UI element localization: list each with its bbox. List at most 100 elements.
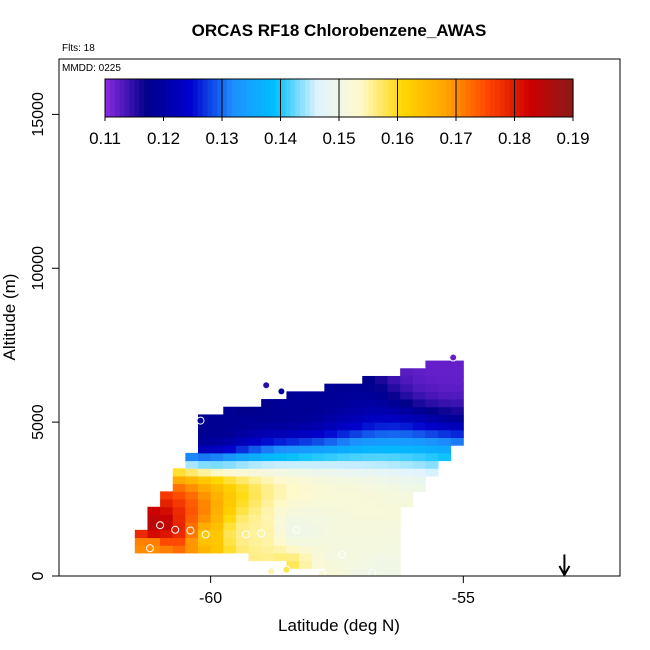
field-cell xyxy=(235,537,250,546)
field-cell xyxy=(425,445,439,454)
colorbar-segment xyxy=(178,79,184,117)
field-cell xyxy=(248,406,262,415)
field-cell xyxy=(362,552,376,562)
field-cell xyxy=(387,399,401,408)
field-cell xyxy=(197,468,212,477)
field-cell xyxy=(299,391,313,400)
field-cell xyxy=(235,452,250,462)
colorbar-segment xyxy=(499,79,506,117)
field-cell xyxy=(311,483,325,492)
field-cell xyxy=(336,483,351,492)
field-cell xyxy=(286,560,300,569)
field-cell xyxy=(412,452,426,462)
field-cell xyxy=(324,537,338,546)
field-cell xyxy=(311,506,325,515)
colorbar-segment xyxy=(456,79,462,117)
field-cell xyxy=(362,414,376,423)
field-cell xyxy=(197,429,212,439)
colorbar-segment xyxy=(407,79,413,117)
field-cell xyxy=(438,406,452,415)
field-cell xyxy=(299,537,313,546)
x-tick-label: -55 xyxy=(452,590,475,607)
field-cell xyxy=(374,383,389,392)
field-cell xyxy=(286,522,300,531)
field-cell xyxy=(324,383,338,392)
colorbar-segment xyxy=(251,79,257,117)
field-cell xyxy=(412,460,426,469)
colorbar-segment xyxy=(285,79,291,117)
field-cell xyxy=(362,422,376,431)
field-cell xyxy=(336,491,351,500)
field-cell xyxy=(223,475,237,485)
sample-markers xyxy=(146,353,458,578)
field-cell xyxy=(387,537,401,546)
field-cell xyxy=(273,460,287,469)
field-cell xyxy=(324,545,338,554)
field-cell xyxy=(425,429,439,439)
field-cell xyxy=(400,468,414,477)
field-cell xyxy=(223,514,237,523)
field-cell xyxy=(387,552,401,562)
field-cell xyxy=(210,475,224,485)
field-cell xyxy=(362,399,376,408)
field-cell xyxy=(387,522,401,531)
field-cell xyxy=(387,499,401,508)
sample-point xyxy=(277,387,286,396)
sample-point xyxy=(449,353,458,362)
x-axis: -60 -55 xyxy=(199,576,475,607)
field-cell xyxy=(185,499,199,508)
field-cell xyxy=(374,399,389,408)
colorbar-segment xyxy=(548,79,555,117)
field-cell xyxy=(412,437,426,446)
field-cell xyxy=(286,414,300,423)
field-cell xyxy=(311,437,325,446)
field-cell xyxy=(299,460,313,469)
y-tick-label: 10000 xyxy=(30,246,47,291)
field-cell xyxy=(299,499,313,508)
field-cell xyxy=(273,437,287,446)
field-cell xyxy=(362,375,376,385)
field-cell xyxy=(336,529,351,539)
field-cell xyxy=(273,406,287,415)
field-cell xyxy=(248,468,262,477)
field-cell xyxy=(160,514,174,523)
field-cell xyxy=(438,445,452,454)
x-tick-label: -60 xyxy=(199,590,222,607)
field-cell xyxy=(299,468,313,477)
field-cell xyxy=(235,445,250,454)
field-cell xyxy=(349,460,363,469)
field-cell xyxy=(374,468,389,477)
field-cell xyxy=(438,360,452,369)
field-cell xyxy=(324,560,338,569)
field-cell xyxy=(286,406,300,415)
field-cell xyxy=(299,529,313,539)
field-cell xyxy=(400,437,414,446)
field-cell xyxy=(425,360,439,369)
field-cell xyxy=(324,406,338,415)
field-cell xyxy=(374,422,389,431)
sample-point xyxy=(292,525,301,534)
field-cell xyxy=(273,445,287,454)
field-cell xyxy=(273,552,287,562)
colorbar-segment xyxy=(217,79,223,117)
field-cell xyxy=(425,406,439,415)
field-cell xyxy=(223,445,237,454)
field-cell xyxy=(412,475,426,485)
field-cell xyxy=(374,375,389,385)
field-cell xyxy=(387,375,401,385)
field-cell xyxy=(349,383,363,392)
field-cell xyxy=(210,460,224,469)
field-cell xyxy=(223,468,237,477)
field-cell xyxy=(400,375,414,385)
field-cell xyxy=(286,552,300,562)
field-cell xyxy=(324,483,338,492)
colorbar-segment xyxy=(490,79,496,117)
field-cell xyxy=(197,460,212,469)
colorbar-segment xyxy=(241,79,247,117)
sample-point xyxy=(317,569,326,578)
field-cell xyxy=(425,383,439,392)
colorbar-segment xyxy=(563,79,569,117)
field-cell xyxy=(336,406,351,415)
field-cell xyxy=(450,406,464,415)
field-cell xyxy=(311,514,325,523)
